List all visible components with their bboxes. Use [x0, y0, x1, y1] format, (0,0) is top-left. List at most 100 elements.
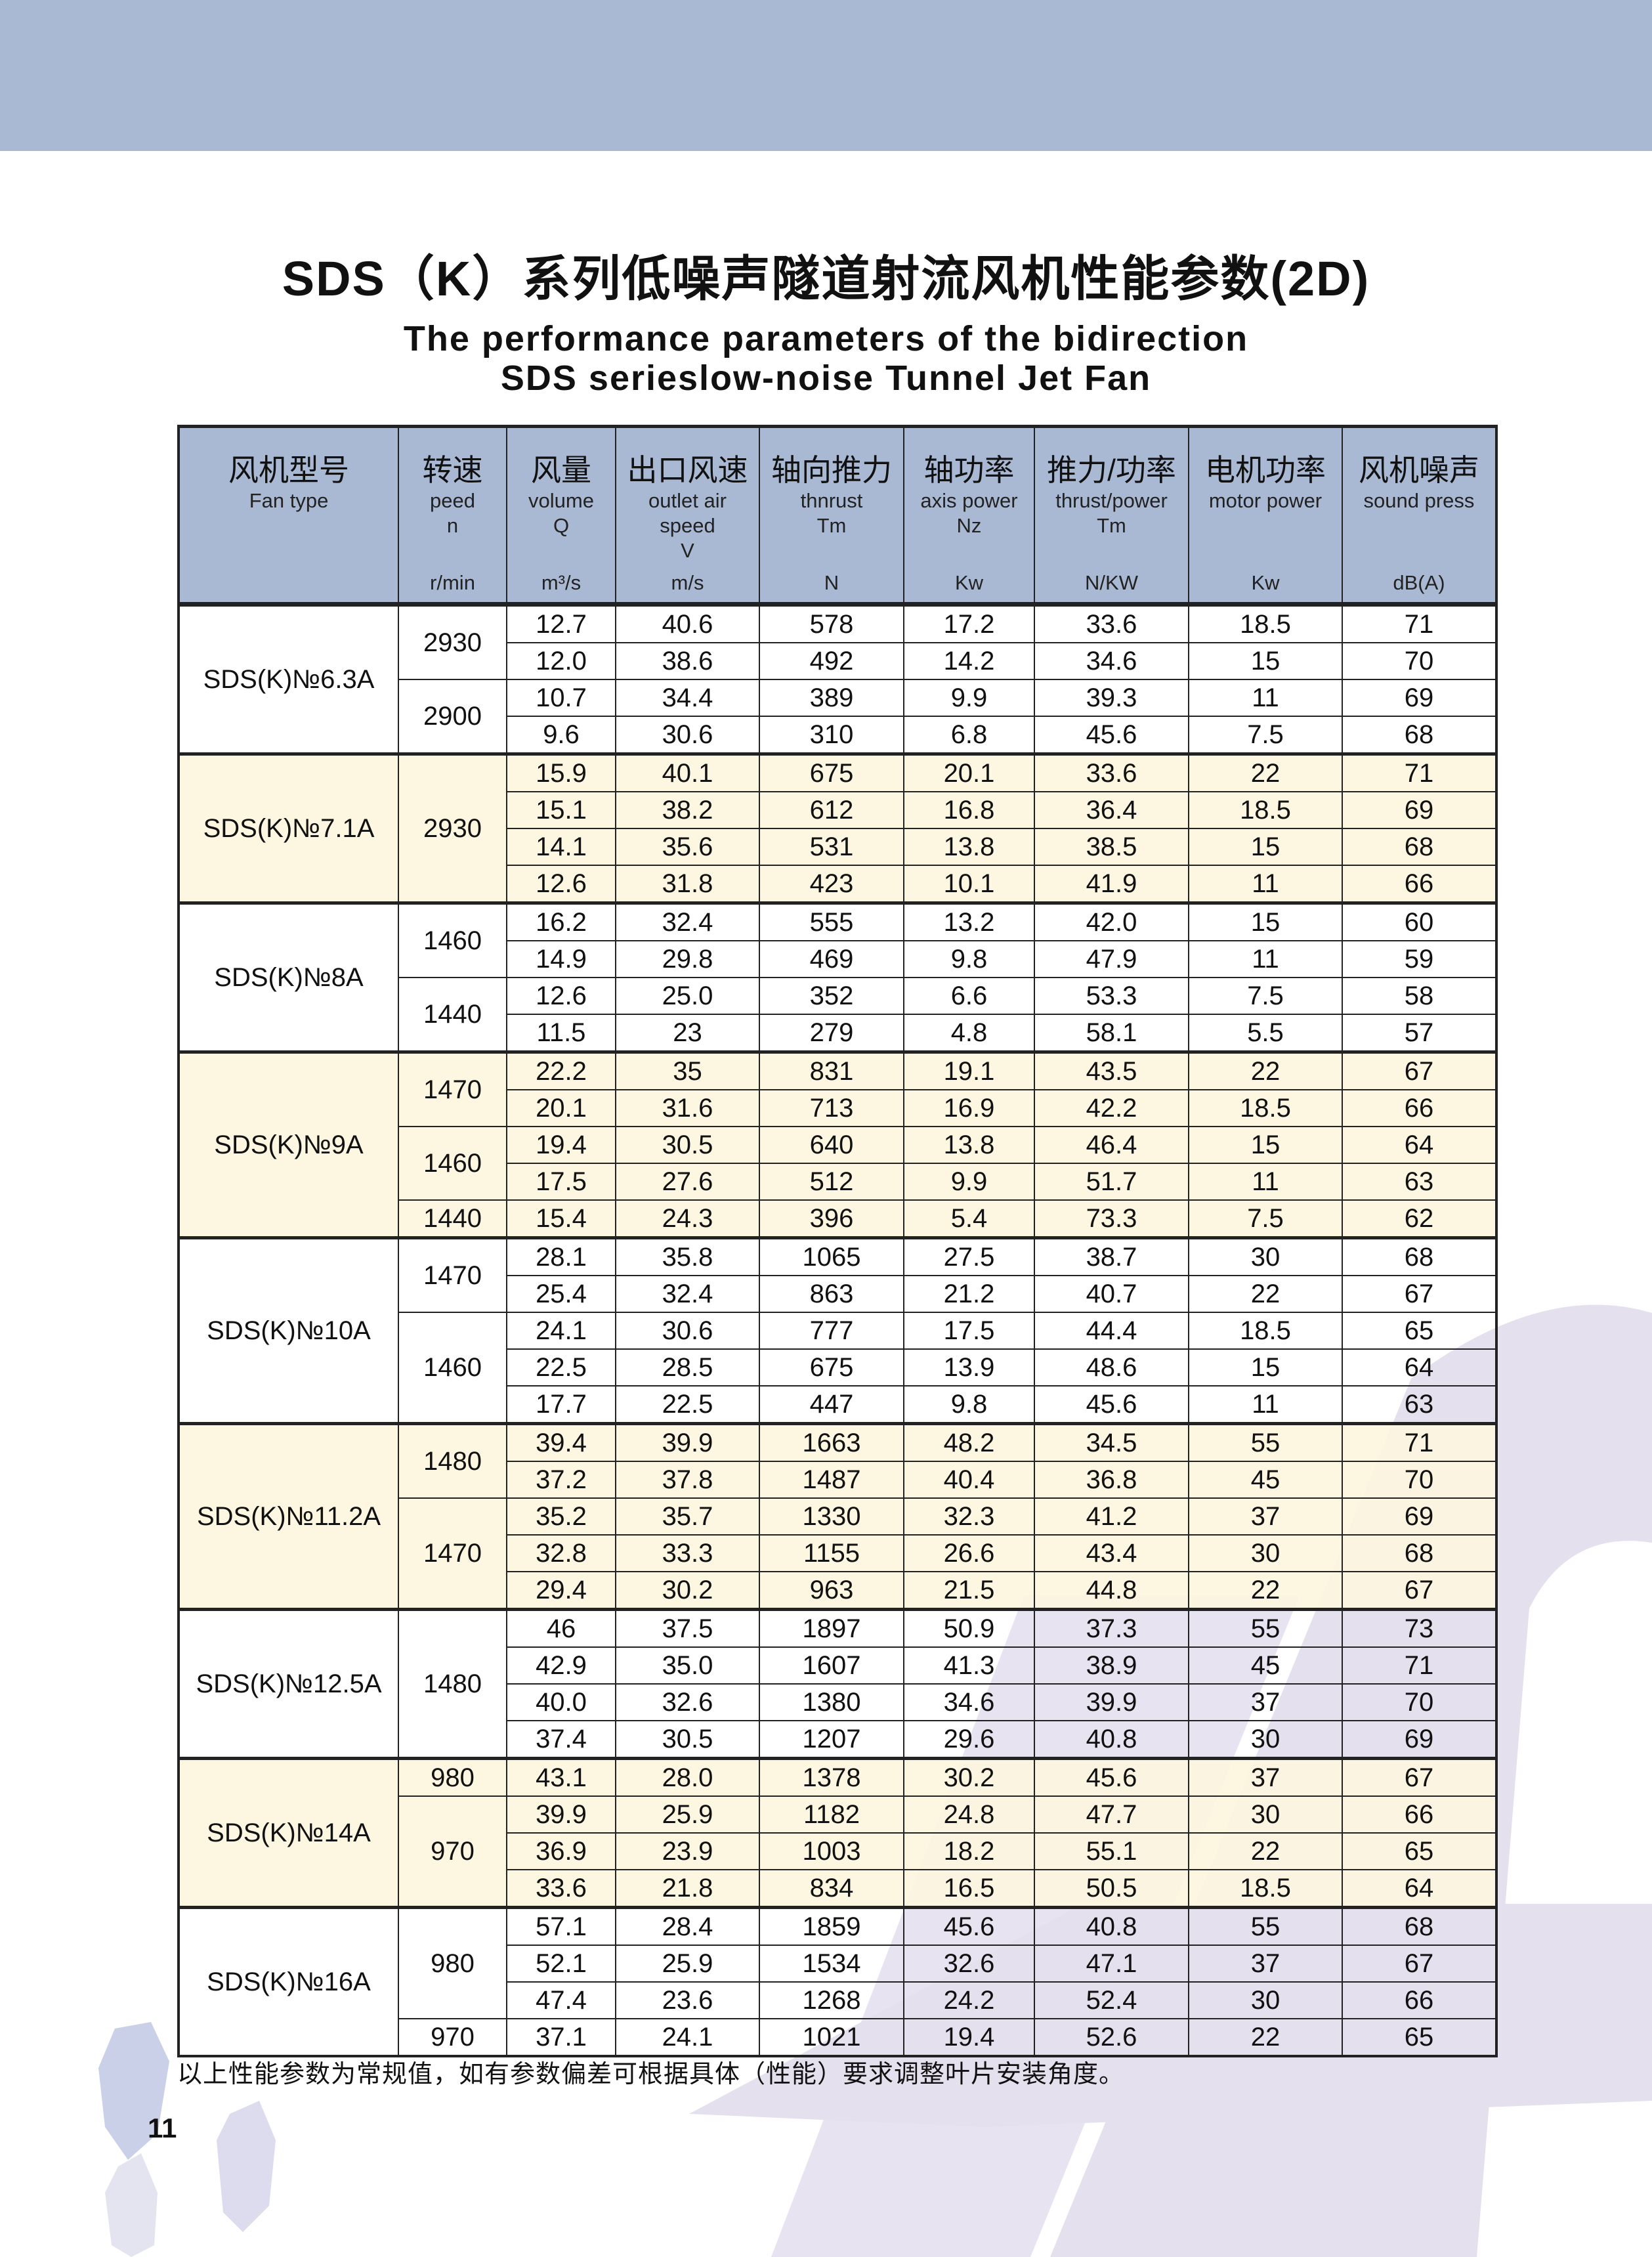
data-cell: 51.7 [1034, 1163, 1189, 1201]
data-cell: 36.8 [1034, 1461, 1189, 1499]
data-cell: 40.7 [1034, 1275, 1189, 1313]
column-header-en: thrust/power Tm [1055, 489, 1168, 537]
table-row: 37.4 30.5 1207 29.6 40.8 30 69 [179, 1720, 1497, 1759]
data-cell: 12.6 [506, 865, 616, 904]
data-cell: 71 [1342, 752, 1497, 792]
column-header-unit: N/KW [1085, 571, 1138, 594]
data-cell: 35.7 [615, 1497, 760, 1536]
data-cell: 492 [759, 642, 904, 680]
data-cell: 9.6 [506, 716, 616, 755]
data-cell: 28.5 [615, 1348, 760, 1386]
data-cell: 18.2 [903, 1832, 1035, 1870]
data-cell: 555 [759, 901, 904, 941]
data-cell: 21.5 [903, 1571, 1035, 1610]
data-cell: 17.2 [903, 603, 1035, 643]
data-cell: 12.7 [506, 603, 616, 643]
data-cell: 11 [1188, 940, 1343, 978]
table-row: 25.4 32.4 863 21.2 40.7 22 67 [179, 1275, 1497, 1313]
table-row: 20.1 31.6 713 16.9 42.2 18.5 66 [179, 1089, 1497, 1127]
data-cell: 41.2 [1034, 1497, 1189, 1536]
data-cell: 30 [1188, 1795, 1343, 1834]
data-cell: 389 [759, 679, 904, 717]
fan-type-cell: SDS(K)№6.3A [178, 603, 399, 755]
data-cell: 578 [759, 603, 904, 643]
speed-cell: 1460 [398, 1126, 507, 1201]
data-cell: 36.9 [506, 1832, 616, 1870]
table-row: SDS(K)№14A 980 43.1 28.0 1378 30.2 45.6 37 67 [178, 1757, 1497, 1908]
speed-cell: 1440 [398, 1199, 507, 1239]
table-row: 1470 35.2 35.7 1330 32.3 41.2 37 69 [179, 1497, 1497, 1610]
data-cell: 68 [1342, 828, 1497, 866]
column-header-en: axis power Nz [920, 489, 1018, 537]
column-header-unit: r/min [430, 571, 475, 594]
data-cell: 23.6 [615, 1981, 760, 2019]
data-cell: 11.5 [506, 1014, 616, 1053]
data-cell: 48.6 [1034, 1348, 1189, 1386]
data-cell: 4.8 [903, 1014, 1035, 1053]
data-cell: 22.2 [506, 1050, 616, 1090]
data-cell: 39.9 [615, 1422, 760, 1462]
table-row: 42.9 35.0 1607 41.3 38.9 45 71 [179, 1646, 1497, 1685]
data-cell: 14.2 [903, 642, 1035, 680]
table-row: 37.2 37.8 1487 40.4 36.8 45 70 [179, 1461, 1497, 1499]
data-cell: 58 [1342, 977, 1497, 1015]
data-cell: 71 [1342, 603, 1497, 643]
table-row: 1460 24.1 30.6 777 17.5 44.4 18.5 65 [179, 1312, 1497, 1425]
data-cell: 46.4 [1034, 1126, 1189, 1164]
table-row: 52.1 25.9 1534 32.6 47.1 37 67 [179, 1945, 1497, 1983]
data-cell: 34.4 [615, 679, 760, 717]
data-cell: 66 [1342, 1981, 1497, 2019]
data-cell: 37.1 [506, 2018, 616, 2057]
column-header-unit: m³/s [541, 571, 582, 594]
data-cell: 44.8 [1034, 1571, 1189, 1610]
data-cell: 12.0 [506, 642, 616, 680]
data-cell: 11 [1188, 865, 1343, 904]
data-cell: 7.5 [1188, 716, 1343, 755]
speed-cell: 1480 [398, 1422, 507, 1499]
data-cell: 55 [1188, 1422, 1343, 1462]
data-cell: 30.6 [615, 716, 760, 755]
data-cell: 45 [1188, 1461, 1343, 1499]
data-cell: 1065 [759, 1236, 904, 1276]
data-cell: 28.4 [615, 1906, 760, 1946]
data-cell: 65 [1342, 2018, 1497, 2057]
table-row: 32.8 33.3 1155 26.6 43.4 30 68 [179, 1534, 1497, 1572]
data-cell: 15 [1188, 828, 1343, 866]
data-cell: 73 [1342, 1608, 1497, 1648]
data-cell: 30.5 [615, 1720, 760, 1759]
table-row: 12.6 31.8 423 10.1 41.9 11 66 [179, 865, 1497, 904]
page-title-english-line2: SDS serieslow-noise Tunnel Jet Fan [500, 358, 1152, 398]
data-cell: 25.4 [506, 1275, 616, 1313]
data-cell: 15.1 [506, 791, 616, 829]
data-cell: 18.5 [1188, 791, 1343, 829]
data-cell: 20.1 [506, 1089, 616, 1127]
data-cell: 18.5 [1188, 603, 1343, 643]
data-cell: 1003 [759, 1832, 904, 1870]
data-cell: 9.9 [903, 1163, 1035, 1201]
column-header: 风机型号 Fan type [178, 425, 399, 607]
data-cell: 47.9 [1034, 940, 1189, 978]
data-cell: 66 [1342, 1089, 1497, 1127]
data-cell: 423 [759, 865, 904, 904]
data-cell: 58.1 [1034, 1014, 1189, 1053]
data-cell: 67 [1342, 1757, 1497, 1797]
data-cell: 23 [615, 1014, 760, 1053]
data-cell: 831 [759, 1050, 904, 1090]
data-cell: 15.4 [506, 1199, 616, 1239]
data-cell: 69 [1342, 1497, 1497, 1536]
footnote: 以上性能参数为常规值，如有参数偏差可根据具体（性能）要求调整叶片安装角度。 [177, 2059, 1125, 2088]
data-cell: 40.6 [615, 603, 760, 643]
data-cell: 18.5 [1188, 1869, 1343, 1908]
column-header-cn: 风量 [531, 453, 591, 487]
data-cell: 46 [506, 1608, 616, 1648]
data-cell: 68 [1342, 1906, 1497, 1946]
speed-cell: 2930 [398, 752, 507, 904]
data-cell: 35.8 [615, 1236, 760, 1276]
data-cell: 25.9 [615, 1795, 760, 1834]
data-cell: 15 [1188, 901, 1343, 941]
page-title-english-line1: The performance parameters of the bidire… [403, 319, 1249, 358]
data-cell: 45.6 [1034, 1385, 1189, 1425]
data-cell: 29.8 [615, 940, 760, 978]
fan-type-cell: SDS(K)№16A [178, 1906, 399, 2057]
data-cell: 40.0 [506, 1683, 616, 1721]
